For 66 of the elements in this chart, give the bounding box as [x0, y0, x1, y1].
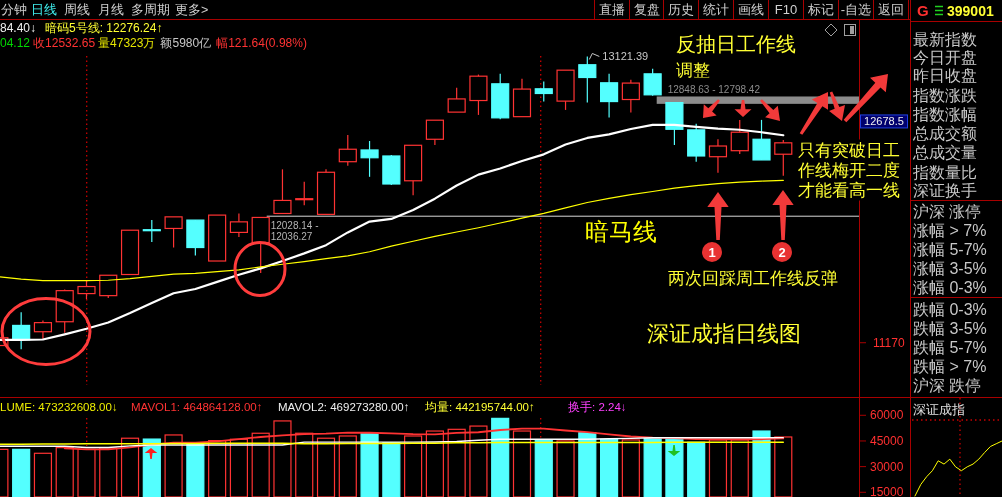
text: 标记	[807, 2, 834, 17]
text: -自选	[840, 2, 872, 17]
annotation: MAVOL1: 464864128.00↑	[131, 401, 263, 413]
text: 日线	[31, 2, 57, 17]
text: 深证成指日线图	[647, 320, 801, 346]
annotation: 额5980亿	[160, 36, 212, 50]
text: 画线	[738, 2, 764, 17]
text: 涨幅 5-7%	[913, 240, 987, 258]
text: 指数涨幅	[912, 105, 977, 123]
chart-title: 深证成指	[913, 401, 965, 417]
text: 返回	[878, 2, 904, 17]
text: 涨幅 > 7%	[913, 221, 987, 239]
annotation: 84.40↓	[0, 21, 37, 35]
text: 总成交量	[912, 143, 977, 161]
text: 最新指数	[913, 30, 977, 48]
text: 总成交额	[912, 124, 977, 142]
y-tick-label: 45000	[870, 433, 904, 448]
y-tick-label: 15000	[870, 485, 904, 497]
annotation: 暗码5号线: 12276.24↑	[45, 21, 163, 35]
series-label: 暗马线	[585, 217, 657, 245]
text: 跌幅 0-3%	[913, 300, 987, 318]
text: 复盘	[633, 2, 660, 17]
text: 399001	[947, 2, 994, 19]
text: 跌幅 3-5%	[913, 319, 987, 337]
text: 分钟	[1, 2, 27, 17]
band-label: 12848.63 - 12798.42	[667, 83, 761, 95]
annotation: 换手: 2.24↓	[568, 400, 627, 413]
text: 跌幅 > 7%	[913, 357, 987, 375]
annotation: MAVOL2: 469273280.00↑	[278, 401, 410, 413]
annotation: 只有突破日工作线梅开二度才能看高一线	[797, 140, 900, 200]
text: 周线	[64, 2, 90, 17]
annotation: 幅121.64(0.98%)	[216, 36, 307, 50]
text: 沪深 涨停	[913, 202, 982, 220]
annotation: 调整	[676, 60, 710, 80]
annotation: LUME: 473232608.00↓	[0, 401, 118, 413]
text: 统计	[703, 2, 729, 17]
y-tick-label: 60000	[870, 408, 904, 423]
annotation: 反抽日工作线	[676, 33, 796, 55]
annotation: 两次回踩周工作线反弹	[668, 268, 838, 288]
annotation: 2	[778, 245, 786, 260]
text: 昨日收盘	[913, 66, 977, 84]
text: 月线	[98, 2, 124, 17]
annotation: 均量: 442195744.00↑	[424, 401, 535, 413]
annotation: 1	[708, 245, 716, 260]
text: 指数涨跌	[912, 86, 977, 104]
text: 深证换手	[913, 181, 977, 199]
y-tick-label: 30000	[870, 459, 904, 474]
annotation: 04.12	[0, 36, 31, 50]
text: F10	[774, 2, 798, 17]
text: 更多>	[175, 2, 209, 17]
text: 沪深 跌停	[913, 376, 982, 394]
text: 今日开盘	[913, 48, 977, 66]
band-label: 12028.14 - 12036.27	[270, 219, 319, 242]
annotation: 收12532.65	[33, 36, 96, 50]
annotation: 13121.39	[602, 50, 649, 63]
text: 跌幅 5-7%	[913, 338, 987, 356]
y-tick-label: 11170	[873, 335, 905, 350]
text: 历史	[668, 2, 694, 17]
text: 涨幅 3-5%	[913, 259, 987, 277]
text: G	[917, 2, 929, 19]
text: 直播	[599, 2, 625, 17]
annotation: 量47323万	[98, 36, 156, 50]
text: 多周期	[131, 2, 170, 17]
text: 涨幅 0-3%	[913, 278, 987, 296]
text: 指数量比	[912, 163, 977, 181]
y-tick-label: 12678.5	[864, 115, 904, 128]
